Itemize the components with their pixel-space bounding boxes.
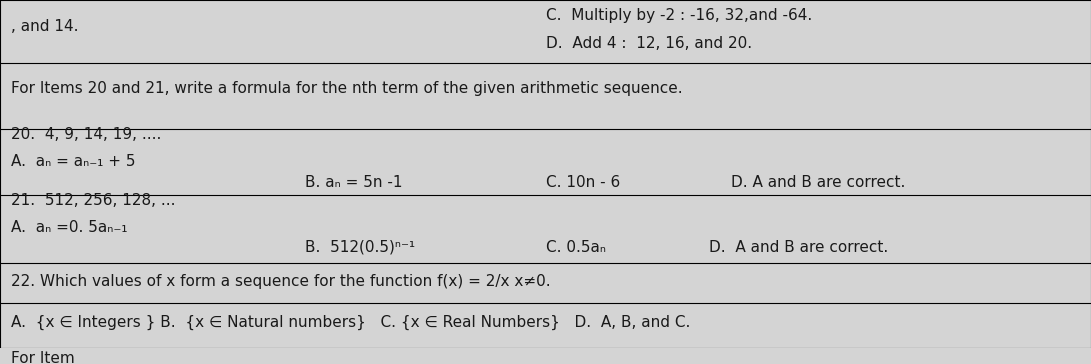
Text: 21.  512, 256, 128, ...: 21. 512, 256, 128, ... (11, 193, 176, 207)
Text: , and 14.: , and 14. (11, 19, 79, 33)
Text: C.  Multiply by -2 : -16, 32,and -64.: C. Multiply by -2 : -16, 32,and -64. (546, 8, 812, 23)
Text: C. 10n - 6: C. 10n - 6 (546, 175, 620, 190)
Text: A.  aₙ =0. 5aₙ₋₁: A. aₙ =0. 5aₙ₋₁ (11, 221, 128, 236)
Text: B.  512(0.5)ⁿ⁻¹: B. 512(0.5)ⁿ⁻¹ (305, 240, 416, 255)
Text: D. A and B are correct.: D. A and B are correct. (731, 175, 906, 190)
Text: C. 0.5aₙ: C. 0.5aₙ (546, 240, 606, 255)
Text: A.  aₙ = aₙ₋₁ + 5: A. aₙ = aₙ₋₁ + 5 (11, 154, 135, 169)
Text: D.  A and B are correct.: D. A and B are correct. (709, 240, 888, 255)
Text: A.  {x ∈ Integers } B.  {x ∈ Natural numbers}   C. {x ∈ Real Numbers}   D.  A, B: A. {x ∈ Integers } B. {x ∈ Natural numbe… (11, 314, 691, 329)
Text: For Item: For Item (11, 351, 74, 364)
Text: 20.  4, 9, 14, 19, ....: 20. 4, 9, 14, 19, .... (11, 127, 161, 142)
Text: 22. Which values of x form a sequence for the function f(x) = 2/x x≠0.: 22. Which values of x form a sequence fo… (11, 274, 551, 289)
Text: B. aₙ = 5n -1: B. aₙ = 5n -1 (305, 175, 403, 190)
Text: For Items 20 and 21, write a formula for the nth term of the given arithmetic se: For Items 20 and 21, write a formula for… (11, 81, 683, 96)
Text: D.  Add 4 :  12, 16, and 20.: D. Add 4 : 12, 16, and 20. (546, 36, 752, 51)
